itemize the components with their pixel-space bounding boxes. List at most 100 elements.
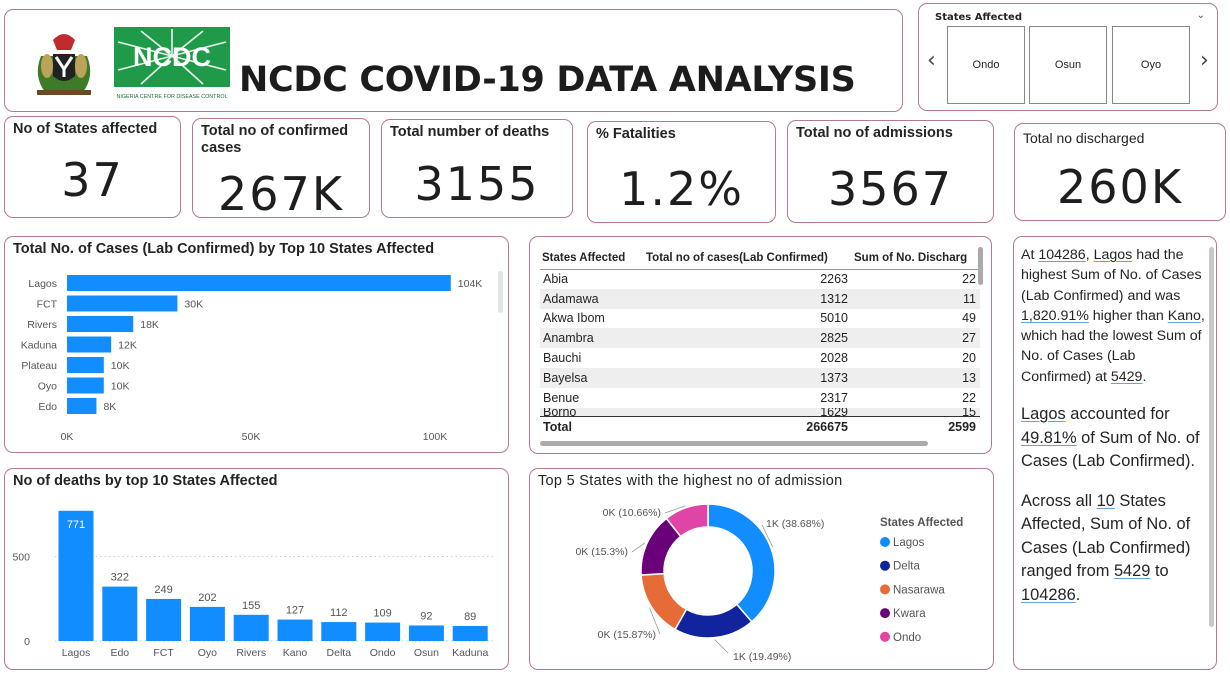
category-label: Plateau <box>21 360 57 372</box>
legend-item: Kwara <box>893 608 926 620</box>
legend-marker <box>880 537 890 547</box>
data-label: 10K <box>111 381 130 393</box>
narrative-value: Lagos <box>1093 247 1133 263</box>
data-label: 0K (15.87%) <box>598 629 656 641</box>
cell-state: Adamawa <box>540 288 644 309</box>
narrative-text: of Sum of No. of Cases (Lab Confirmed). <box>1021 428 1200 471</box>
category-label: Edo <box>110 647 129 659</box>
kpi-label: Total number of deaths <box>390 124 550 140</box>
table-row[interactable]: Adamawa 1312 11 <box>540 288 980 309</box>
data-label: 112 <box>330 607 348 619</box>
table-row[interactable]: Akwa Ibom 5010 49 <box>540 309 980 329</box>
kpi-admissions: Total no of admissions 3567 <box>787 120 994 223</box>
states-slicer[interactable]: States Affected ⌄ ‹ Ondo Osun Oyo › <box>918 3 1218 111</box>
legend-marker <box>880 584 890 595</box>
cell-cases: 1629 <box>644 407 852 417</box>
leader-line <box>649 607 661 635</box>
kpi-confirmed-cases: Total no of confirmed cases 267K <box>192 118 370 221</box>
table-row[interactable]: Bauchi 2028 20 <box>540 348 980 368</box>
data-label: 0K (10.66%) <box>603 507 661 519</box>
slicer-item[interactable]: Osun <box>1029 26 1107 104</box>
leader-line <box>664 505 686 514</box>
data-label: 89 <box>464 611 476 623</box>
category-label: Rivers <box>236 647 266 659</box>
category-label: Kaduna <box>21 340 57 352</box>
narrative-text: States Affected, Sum of No. of Cases (La… <box>1021 491 1191 581</box>
cell-discharged: 22 <box>962 272 976 287</box>
chart-title: No of deaths by top 10 States Affected <box>13 473 278 489</box>
kpi-value: 1.2% <box>619 162 744 216</box>
slicer-label: States Affected <box>935 12 1022 23</box>
chevron-right-icon[interactable]: › <box>1200 48 1209 73</box>
narrative-paragraph: Lagos accounted for 49.81% of Sum of No.… <box>1021 403 1207 474</box>
ncdc-logo-subtext: NIGERIA CENTRE FOR DISEASE CONTROL <box>116 94 227 100</box>
chevron-left-icon[interactable]: ‹ <box>927 48 936 73</box>
x-tick-label: 100K <box>423 431 448 443</box>
narrative-text: to <box>1150 562 1169 581</box>
leader-line <box>714 639 729 654</box>
narrative-value: 104286 <box>1038 247 1086 263</box>
narrative-text: accounted for <box>1065 405 1170 424</box>
narrative-text: . <box>1142 368 1147 385</box>
column-header[interactable]: Total no of cases(Lab Confirmed) <box>646 251 828 264</box>
narrative-value: Lagos <box>1021 405 1066 424</box>
admission-donut-chart: 1K (38.68%) 1K (19.49%) 0K (15.87%) 0K (15.… <box>575 503 963 663</box>
narrative-value: Kano <box>1167 307 1201 324</box>
table-row[interactable]: Anambra 2825 27 <box>540 328 980 349</box>
cell-discharged: 27 <box>852 328 980 349</box>
column-header[interactable]: States Affected <box>542 251 626 264</box>
category-label: Kano <box>283 647 308 659</box>
bar <box>67 377 104 394</box>
table-row[interactable]: Borno 1629 15 <box>540 407 980 417</box>
bar <box>452 625 488 641</box>
narrative-paragraph: At 104286, Lagos had the highest Sum of … <box>1021 245 1207 387</box>
cell-state: Anambra <box>540 328 644 349</box>
table-row[interactable]: Benue 2317 22 <box>540 388 980 408</box>
cell-cases: 2825 <box>644 328 852 349</box>
cell-cases: 2263 <box>820 272 848 287</box>
slicer-item[interactable]: Oyo <box>1112 26 1190 104</box>
narrative-text: higher than <box>1088 307 1168 324</box>
kpi-deaths: Total number of deaths 3155 <box>381 119 573 218</box>
x-tick-label: 0K <box>61 431 74 443</box>
narrative-value: 5429 <box>1110 368 1143 385</box>
cell-state: Akwa Ibom <box>543 311 605 326</box>
data-label: 12K <box>118 340 137 352</box>
category-label: Delta <box>327 647 352 659</box>
bar <box>67 316 134 332</box>
legend-item: Lagos <box>893 537 925 549</box>
data-label: 10K <box>111 360 130 372</box>
deaths-bar-chart-card: No of deaths by top 10 States Affected 0… <box>4 468 509 670</box>
narrative-scrollbar[interactable] <box>1209 247 1214 627</box>
cell-cases: 2317 <box>820 390 848 405</box>
bar <box>408 625 444 641</box>
category-label: Lagos <box>28 278 57 290</box>
column-header[interactable]: Sum of No. Discharg <box>854 251 968 264</box>
narrative-value: 5429 <box>1113 562 1151 581</box>
table-vertical-scrollbar[interactable] <box>978 247 983 285</box>
data-label: 155 <box>242 600 260 612</box>
bar <box>67 295 178 312</box>
table-row[interactable]: Abia 2263 22 <box>540 269 980 289</box>
cell-total-label: Total <box>540 415 644 439</box>
kpi-fatalities: % Fatalities 1.2% <box>587 121 776 223</box>
data-label: 30K <box>184 299 203 311</box>
chart-title: Top 5 States with the highest no of admi… <box>538 473 843 489</box>
admission-donut-card: Top 5 States with the highest no of admi… <box>529 468 994 670</box>
narrative-value: 10 <box>1096 491 1115 510</box>
chevron-down-icon[interactable]: ⌄ <box>1196 10 1205 21</box>
kpi-value: 267K <box>218 167 344 221</box>
kpi-label: Total no discharged <box>1023 130 1145 146</box>
table-total-row: Total 266675 2599 <box>540 415 980 439</box>
kpi-label: Total no of admissions <box>796 125 953 141</box>
slicer-item[interactable]: Ondo <box>947 26 1025 104</box>
legend-item: Delta <box>893 561 920 573</box>
category-label: FCT <box>153 647 174 659</box>
scrollbar[interactable] <box>498 271 503 313</box>
bar <box>277 619 313 641</box>
table-horizontal-scrollbar[interactable] <box>540 441 928 446</box>
legend-marker <box>880 608 890 619</box>
kpi-label: No of States affected <box>13 121 158 137</box>
table-row[interactable]: Bayelsa 1373 13 <box>540 367 980 388</box>
kpi-value: 37 <box>61 153 124 207</box>
